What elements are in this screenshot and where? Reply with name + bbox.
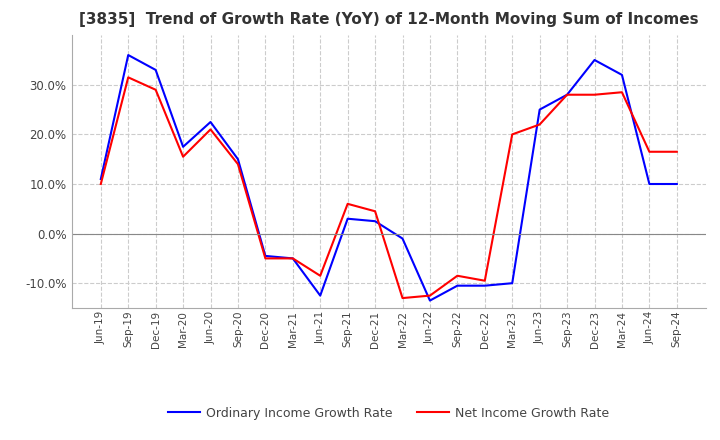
Ordinary Income Growth Rate bbox=[618, 72, 626, 77]
Net Income Growth Rate bbox=[96, 181, 105, 187]
Net Income Growth Rate bbox=[398, 295, 407, 301]
Net Income Growth Rate bbox=[618, 90, 626, 95]
Ordinary Income Growth Rate bbox=[536, 107, 544, 112]
Ordinary Income Growth Rate bbox=[508, 281, 516, 286]
Ordinary Income Growth Rate bbox=[672, 181, 681, 187]
Ordinary Income Growth Rate bbox=[645, 181, 654, 187]
Ordinary Income Growth Rate bbox=[563, 92, 572, 97]
Ordinary Income Growth Rate bbox=[398, 236, 407, 241]
Net Income Growth Rate bbox=[261, 256, 270, 261]
Ordinary Income Growth Rate bbox=[343, 216, 352, 221]
Net Income Growth Rate bbox=[233, 161, 242, 167]
Line: Ordinary Income Growth Rate: Ordinary Income Growth Rate bbox=[101, 55, 677, 301]
Net Income Growth Rate bbox=[672, 149, 681, 154]
Ordinary Income Growth Rate bbox=[206, 119, 215, 125]
Net Income Growth Rate bbox=[536, 122, 544, 127]
Title: [3835]  Trend of Growth Rate (YoY) of 12-Month Moving Sum of Incomes: [3835] Trend of Growth Rate (YoY) of 12-… bbox=[79, 12, 698, 27]
Ordinary Income Growth Rate bbox=[316, 293, 325, 298]
Net Income Growth Rate bbox=[480, 278, 489, 283]
Net Income Growth Rate bbox=[289, 256, 297, 261]
Ordinary Income Growth Rate bbox=[480, 283, 489, 288]
Ordinary Income Growth Rate bbox=[96, 176, 105, 182]
Net Income Growth Rate bbox=[453, 273, 462, 279]
Net Income Growth Rate bbox=[563, 92, 572, 97]
Net Income Growth Rate bbox=[645, 149, 654, 154]
Net Income Growth Rate bbox=[124, 75, 132, 80]
Net Income Growth Rate bbox=[343, 201, 352, 206]
Ordinary Income Growth Rate bbox=[151, 67, 160, 73]
Ordinary Income Growth Rate bbox=[179, 144, 187, 150]
Legend: Ordinary Income Growth Rate, Net Income Growth Rate: Ordinary Income Growth Rate, Net Income … bbox=[163, 402, 614, 425]
Net Income Growth Rate bbox=[206, 127, 215, 132]
Ordinary Income Growth Rate bbox=[453, 283, 462, 288]
Ordinary Income Growth Rate bbox=[426, 298, 434, 303]
Net Income Growth Rate bbox=[508, 132, 516, 137]
Ordinary Income Growth Rate bbox=[590, 57, 599, 62]
Net Income Growth Rate bbox=[179, 154, 187, 159]
Net Income Growth Rate bbox=[371, 209, 379, 214]
Net Income Growth Rate bbox=[590, 92, 599, 97]
Ordinary Income Growth Rate bbox=[233, 157, 242, 162]
Net Income Growth Rate bbox=[316, 273, 325, 279]
Ordinary Income Growth Rate bbox=[289, 256, 297, 261]
Line: Net Income Growth Rate: Net Income Growth Rate bbox=[101, 77, 677, 298]
Ordinary Income Growth Rate bbox=[371, 219, 379, 224]
Net Income Growth Rate bbox=[151, 87, 160, 92]
Net Income Growth Rate bbox=[426, 293, 434, 298]
Ordinary Income Growth Rate bbox=[261, 253, 270, 259]
Ordinary Income Growth Rate bbox=[124, 52, 132, 58]
